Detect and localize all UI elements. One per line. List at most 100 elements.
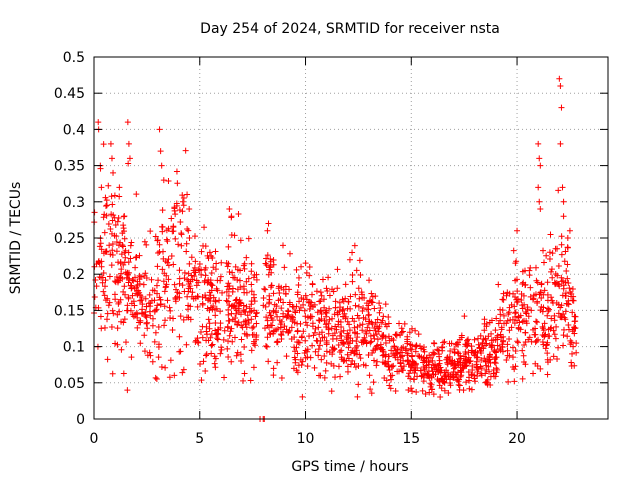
- data-point: [105, 182, 112, 189]
- data-point: [213, 260, 220, 267]
- data-point: [492, 327, 499, 334]
- data-point: [366, 372, 373, 379]
- data-point: [537, 206, 544, 213]
- data-point: [253, 276, 260, 283]
- data-point: [186, 234, 193, 241]
- data-point: [107, 140, 114, 147]
- data-point: [540, 259, 547, 266]
- data-point: [354, 393, 361, 400]
- data-point: [512, 277, 519, 284]
- data-point: [253, 320, 260, 327]
- data-point: [119, 230, 126, 237]
- data-point: [422, 390, 429, 397]
- data-point: [456, 376, 463, 383]
- data-point: [374, 358, 381, 365]
- data-point: [409, 342, 416, 349]
- data-point: [309, 291, 316, 298]
- data-point: [118, 251, 125, 258]
- data-point: [385, 333, 392, 340]
- data-point: [451, 362, 458, 369]
- data-point: [110, 310, 117, 317]
- data-point: [409, 325, 416, 332]
- data-point: [482, 358, 489, 365]
- data-point: [156, 126, 163, 133]
- data-point: [288, 324, 295, 331]
- data-point: [136, 319, 143, 326]
- data-point: [551, 279, 558, 286]
- data-point: [291, 334, 298, 341]
- data-point: [353, 347, 360, 354]
- data-point: [509, 354, 516, 361]
- data-point: [264, 252, 271, 259]
- data-point: [434, 376, 441, 383]
- data-point: [438, 385, 445, 392]
- data-point: [294, 339, 301, 346]
- data-point: [379, 352, 386, 359]
- data-point: [179, 208, 186, 215]
- data-point: [565, 279, 572, 286]
- data-point: [143, 241, 150, 248]
- data-point: [115, 242, 122, 249]
- data-points: [91, 75, 580, 422]
- data-point: [415, 331, 422, 338]
- data-point: [551, 312, 558, 319]
- data-point: [293, 344, 300, 351]
- data-point: [224, 263, 231, 270]
- data-point: [306, 298, 313, 305]
- data-point: [104, 356, 111, 363]
- data-point: [160, 177, 167, 184]
- data-point: [369, 299, 376, 306]
- data-point: [500, 290, 507, 297]
- data-point: [370, 347, 377, 354]
- data-point: [544, 350, 551, 357]
- data-point: [539, 339, 546, 346]
- data-point: [340, 358, 347, 365]
- data-point: [261, 285, 268, 292]
- data-point: [124, 307, 131, 314]
- data-point: [420, 363, 427, 370]
- data-point: [372, 319, 379, 326]
- data-point: [103, 212, 110, 219]
- data-point: [344, 305, 351, 312]
- data-point: [101, 229, 108, 236]
- data-point: [162, 364, 169, 371]
- data-point: [372, 293, 379, 300]
- data-point: [116, 308, 123, 315]
- data-point: [98, 258, 105, 265]
- data-point: [520, 352, 527, 359]
- data-point: [540, 325, 547, 332]
- data-point: [499, 344, 506, 351]
- data-point: [241, 265, 248, 272]
- data-point: [326, 316, 333, 323]
- data-point: [159, 248, 166, 255]
- data-point: [121, 235, 128, 242]
- data-point: [191, 269, 198, 276]
- data-point: [355, 315, 362, 322]
- data-point: [357, 355, 364, 362]
- x-axis-title: GPS time / hours: [291, 459, 408, 475]
- data-point: [155, 277, 162, 284]
- data-point: [224, 345, 231, 352]
- data-point: [163, 236, 170, 243]
- data-point: [212, 297, 219, 304]
- data-point: [308, 313, 315, 320]
- data-point: [335, 363, 342, 370]
- data-point: [109, 307, 116, 314]
- data-point: [556, 75, 563, 82]
- data-point: [457, 355, 464, 362]
- data-point: [412, 367, 419, 374]
- data-point: [560, 332, 567, 339]
- data-point: [427, 380, 434, 387]
- data-point: [208, 287, 215, 294]
- data-point: [352, 302, 359, 309]
- data-point: [407, 375, 414, 382]
- data-point: [128, 354, 135, 361]
- data-point: [266, 266, 273, 273]
- data-point: [218, 344, 225, 351]
- data-point: [363, 300, 370, 307]
- data-point: [360, 361, 367, 368]
- data-point: [360, 338, 367, 345]
- data-point: [106, 273, 113, 280]
- data-point: [251, 307, 258, 314]
- data-point: [345, 355, 352, 362]
